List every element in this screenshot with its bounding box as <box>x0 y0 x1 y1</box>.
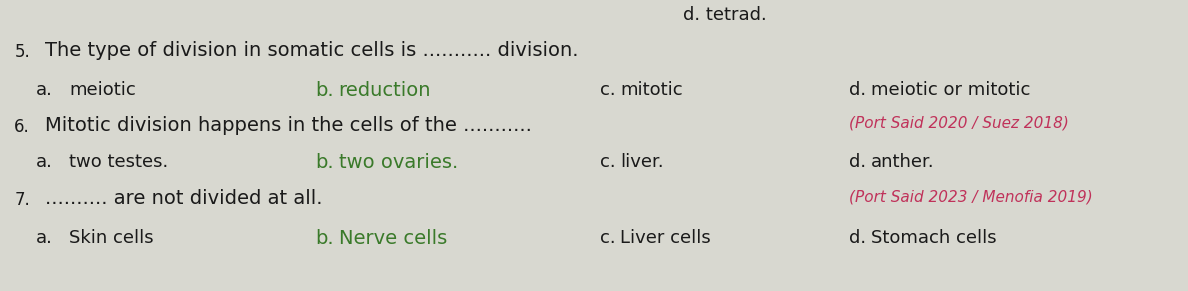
Text: two ovaries.: two ovaries. <box>339 153 457 172</box>
Text: reduction: reduction <box>339 81 431 100</box>
Text: The type of division in somatic cells is ........... division.: The type of division in somatic cells is… <box>45 41 579 60</box>
Text: b.: b. <box>315 81 334 100</box>
Text: a.: a. <box>36 81 52 99</box>
Text: c.: c. <box>600 81 615 99</box>
Text: d.: d. <box>849 153 866 171</box>
Text: 5.: 5. <box>14 43 30 61</box>
Text: .......... are not divided at all.: .......... are not divided at all. <box>45 189 323 208</box>
Text: liver.: liver. <box>620 153 664 171</box>
Text: d.: d. <box>849 229 866 247</box>
Text: Mitotic division happens in the cells of the ...........: Mitotic division happens in the cells of… <box>45 116 532 135</box>
Text: a.: a. <box>36 229 52 247</box>
Text: Skin cells: Skin cells <box>69 229 153 247</box>
Text: meiotic or mitotic: meiotic or mitotic <box>871 81 1030 99</box>
Text: Stomach cells: Stomach cells <box>871 229 997 247</box>
Text: c.: c. <box>600 153 615 171</box>
Text: meiotic: meiotic <box>69 81 135 99</box>
Text: 6.: 6. <box>14 118 30 136</box>
Text: Nerve cells: Nerve cells <box>339 229 447 248</box>
Text: d. tetrad.: d. tetrad. <box>683 6 766 24</box>
Text: anther.: anther. <box>871 153 935 171</box>
Text: (Port Said 2020 / Suez 2018): (Port Said 2020 / Suez 2018) <box>849 116 1069 131</box>
Text: 7.: 7. <box>14 191 30 209</box>
Text: a.: a. <box>36 153 52 171</box>
Text: b.: b. <box>315 153 334 172</box>
Text: mitotic: mitotic <box>620 81 683 99</box>
Text: two testes.: two testes. <box>69 153 169 171</box>
Text: b.: b. <box>315 229 334 248</box>
Text: Liver cells: Liver cells <box>620 229 710 247</box>
Text: c.: c. <box>600 229 615 247</box>
Text: d.: d. <box>849 81 866 99</box>
Text: (Port Said 2023 / Menofia 2019): (Port Said 2023 / Menofia 2019) <box>849 189 1093 204</box>
